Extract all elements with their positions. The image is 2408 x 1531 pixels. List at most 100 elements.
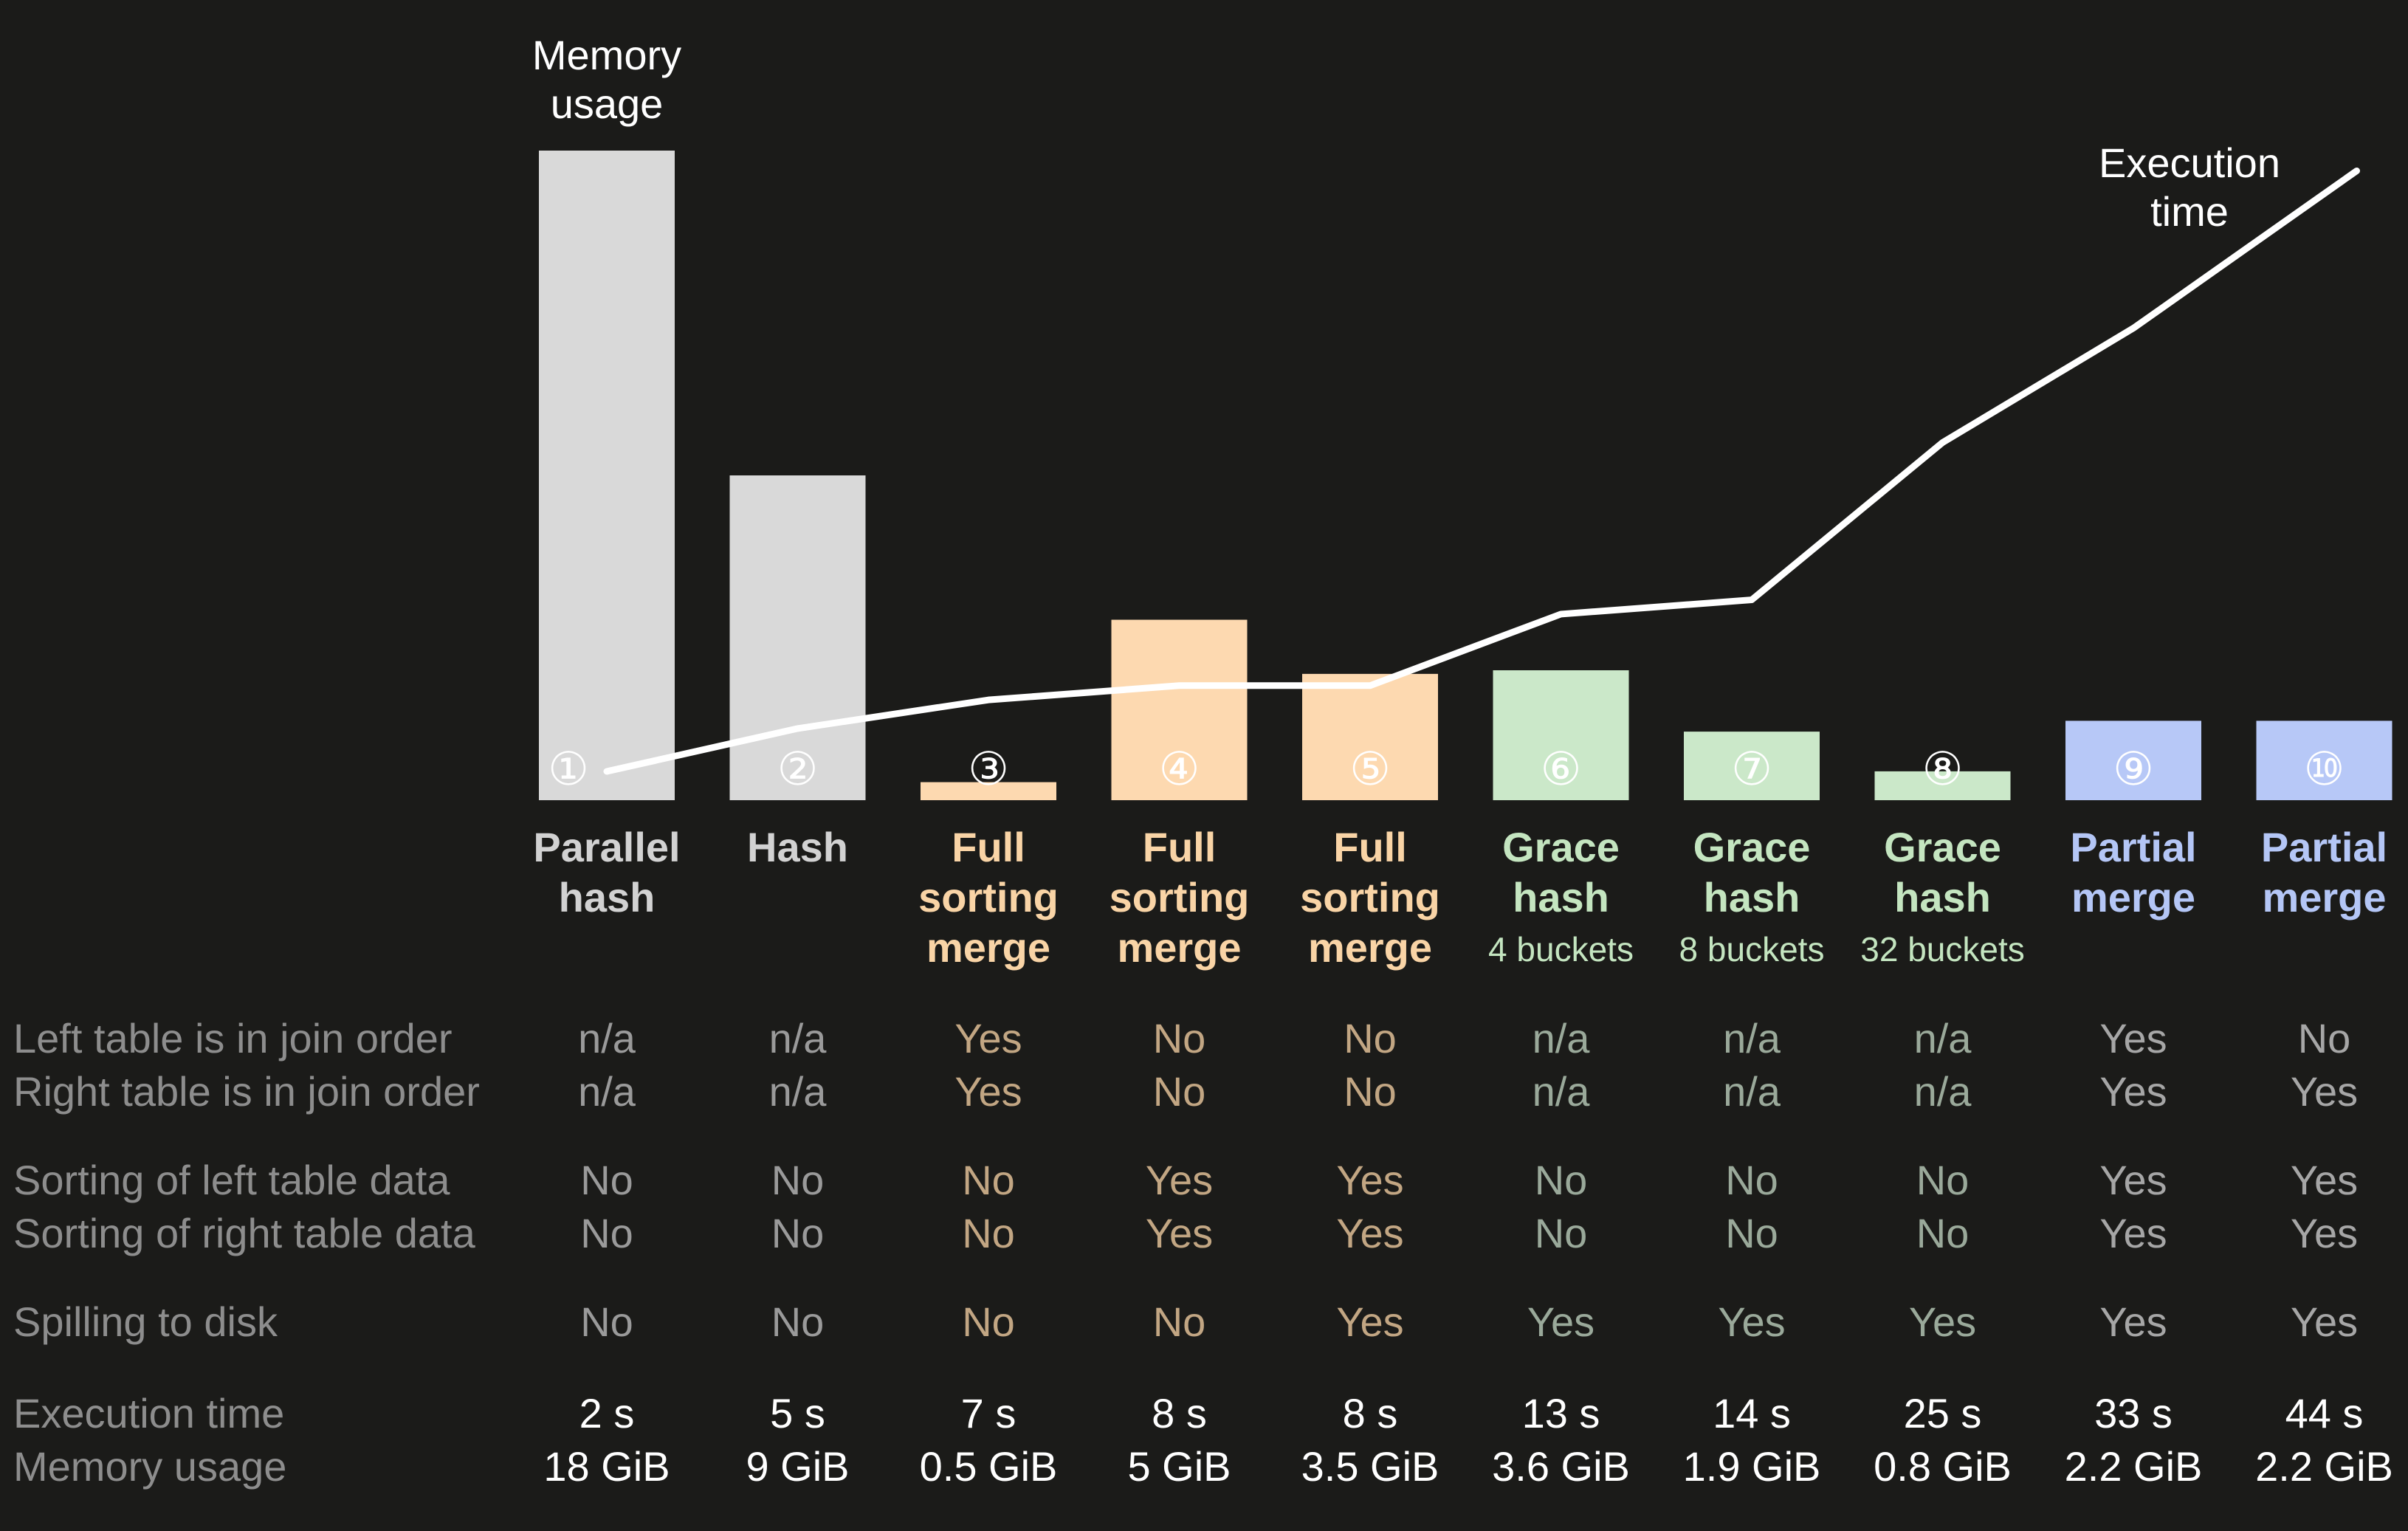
bar-number-7: ⑦ (1731, 742, 1772, 796)
table-cell: 8 s (1342, 1390, 1398, 1437)
memory-bar-10 (2256, 720, 2392, 800)
memory-bar-4 (1111, 619, 1248, 800)
category-label-5: Full sorting merge (1300, 824, 1440, 971)
table-cell: 33 s (2094, 1390, 2173, 1437)
table-cell: 2.2 GiB (2064, 1443, 2203, 1490)
bar-number-8: ⑧ (1922, 742, 1964, 796)
table-cell: Yes (2290, 1298, 2359, 1345)
memory-usage-annotation: Memory usage (474, 31, 740, 128)
category-label-8: Grace hash (1884, 824, 2001, 921)
table-cell: 3.6 GiB (1492, 1443, 1630, 1490)
table-cell: 5 s (770, 1390, 825, 1437)
category-sublabel-8: 32 buckets (1860, 930, 2025, 969)
table-cell: No (1534, 1210, 1588, 1256)
table-cell: No (1344, 1015, 1397, 1062)
table-cell: n/a (1913, 1015, 1972, 1062)
table-cell: Yes (2099, 1068, 2167, 1115)
row-label-1: Left table is in join order (13, 1015, 453, 1062)
row-label-3: Sorting of left table data (13, 1157, 450, 1203)
table-cell: Yes (1336, 1298, 1404, 1345)
table-cell: 0.8 GiB (1874, 1443, 2012, 1490)
table-cell: 14 s (1713, 1390, 1791, 1437)
table-cell: No (771, 1210, 825, 1256)
table-cell: Yes (2099, 1157, 2167, 1203)
memory-bar-6 (1493, 670, 1629, 800)
table-cell: Yes (954, 1015, 1022, 1062)
table-cell: No (1152, 1015, 1206, 1062)
table-cell: 0.5 GiB (919, 1443, 1058, 1490)
table-cell: No (2297, 1015, 2351, 1062)
table-cell: No (580, 1157, 633, 1203)
table-cell: 1.9 GiB (1682, 1443, 1821, 1490)
table-cell: 2 s (579, 1390, 635, 1437)
table-cell: Yes (1718, 1298, 1786, 1345)
execution-time-annotation: Execution time (2057, 139, 2322, 236)
table-cell: Yes (2290, 1157, 2359, 1203)
table-cell: No (1916, 1157, 1970, 1203)
category-label-10: Partial merge (2260, 824, 2388, 921)
category-label-6: Grace hash (1502, 824, 1620, 921)
table-cell: Yes (1336, 1210, 1404, 1256)
table-cell: No (771, 1157, 825, 1203)
table-cell: No (962, 1298, 1015, 1345)
category-sublabel-6: 4 buckets (1488, 930, 1634, 969)
table-cell: No (771, 1298, 825, 1345)
memory-bar-9 (2065, 720, 2201, 800)
table-cell: n/a (1723, 1015, 1781, 1062)
table-cell: n/a (1723, 1068, 1781, 1115)
table-cell: Yes (2099, 1298, 2167, 1345)
row-label-7: Memory usage (13, 1443, 287, 1490)
table-cell: Yes (2099, 1015, 2167, 1062)
table-cell: 25 s (1903, 1390, 1982, 1437)
table-cell: No (962, 1210, 1015, 1256)
table-cell: Yes (2290, 1068, 2359, 1115)
bar-number-5: ⑤ (1349, 742, 1391, 796)
table-cell: Yes (1908, 1298, 1977, 1345)
execution-time-line (603, 167, 2360, 775)
bar-number-10: ⑩ (2304, 742, 2345, 796)
bar-number-4: ④ (1159, 742, 1200, 796)
category-label-2: Hash (747, 824, 848, 870)
table-cell: Yes (1145, 1157, 1214, 1203)
row-label-4: Sorting of right table data (13, 1210, 475, 1256)
category-label-1: Parallel hash (533, 824, 681, 921)
table-cell: No (1534, 1157, 1588, 1203)
table-cell: n/a (768, 1015, 827, 1062)
bar-number-2: ② (777, 742, 819, 796)
category-label-7: Grace hash (1693, 824, 1811, 921)
category-label-4: Full sorting merge (1109, 824, 1250, 971)
table-cell: Yes (954, 1068, 1022, 1115)
memory-bar-8 (1874, 771, 2011, 800)
memory-bar-3 (921, 782, 1056, 800)
table-cell: 13 s (1521, 1390, 1600, 1437)
category-label-9: Partial merge (2070, 824, 2197, 921)
table-cell: Yes (1527, 1298, 1595, 1345)
memory-bar-1 (539, 151, 675, 800)
table-cell: No (580, 1210, 633, 1256)
table-cell: n/a (1913, 1068, 1972, 1115)
table-cell: 2.2 GiB (2255, 1443, 2393, 1490)
execution-annotation-line2: time (2150, 188, 2229, 235)
table-cell: No (1152, 1068, 1206, 1115)
table-cell: 18 GiB (543, 1443, 670, 1490)
table-cell: Yes (2099, 1210, 2167, 1256)
memory-annotation-line2: usage (550, 80, 664, 127)
table-cell: No (1916, 1210, 1970, 1256)
table-cell: Yes (1145, 1210, 1214, 1256)
table-cell: No (580, 1298, 633, 1345)
category-sublabel-7: 8 buckets (1679, 930, 1825, 969)
memory-bar-5 (1302, 673, 1438, 800)
category-label-3: Full sorting merge (918, 824, 1059, 971)
table-cell: n/a (768, 1068, 827, 1115)
table-cell: No (1344, 1068, 1397, 1115)
memory-bar-7 (1684, 732, 1820, 800)
table-cell: n/a (578, 1068, 636, 1115)
table-cell: No (1152, 1298, 1206, 1345)
table-cell: Yes (2290, 1210, 2359, 1256)
table-cell: No (1725, 1210, 1778, 1256)
bar-number-3: ③ (968, 742, 1009, 796)
table-cell: 9 GiB (746, 1443, 850, 1490)
table-cell: No (962, 1157, 1015, 1203)
table-cell: n/a (1532, 1068, 1590, 1115)
